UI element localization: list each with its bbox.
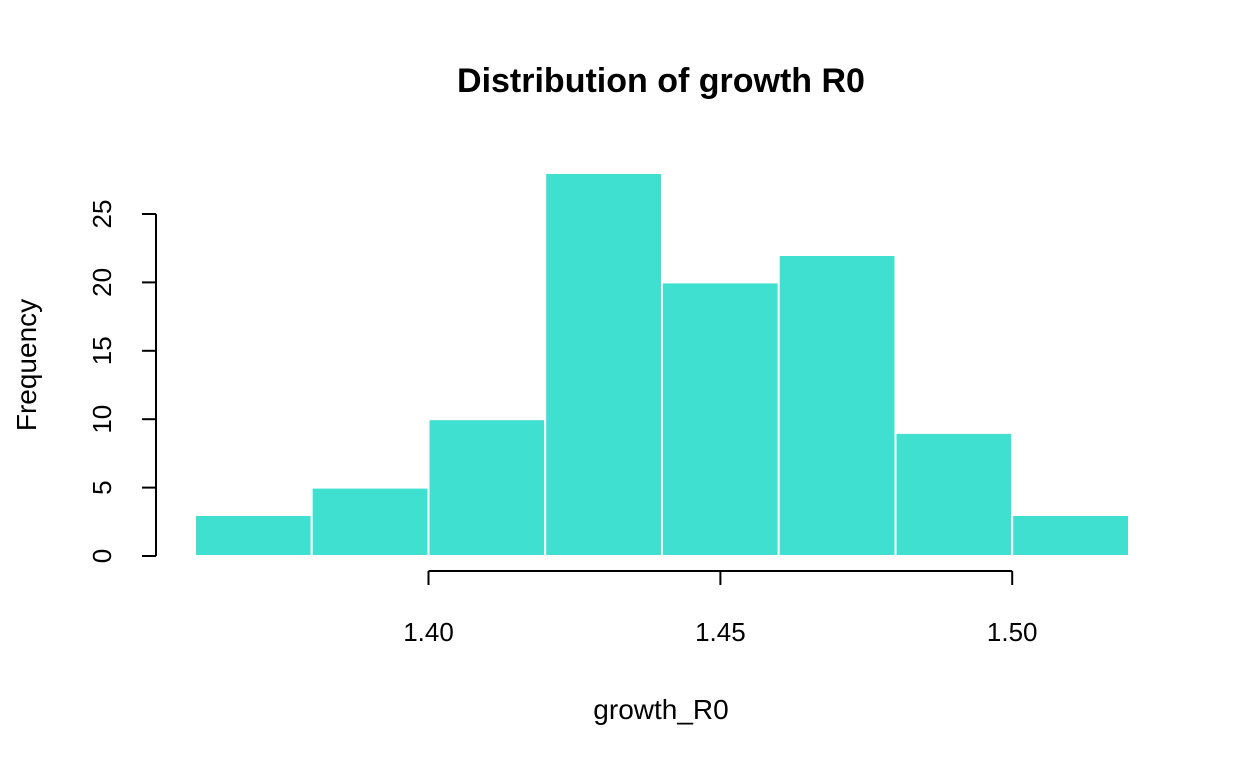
histogram-bar-4 [544, 172, 664, 557]
x-tick-label: 1.45 [695, 617, 746, 647]
histogram-bar-6 [777, 254, 897, 557]
histogram-bar-1 [194, 514, 313, 557]
x-axis-label: growth_R0 [593, 694, 728, 725]
histogram-bar-3 [427, 418, 547, 558]
y-axis-label: Frequency [11, 299, 42, 431]
y-tick-label: 20 [87, 268, 117, 297]
x-tick-label: 1.50 [987, 617, 1038, 647]
bars-group [194, 172, 1131, 558]
y-axis-ticks: 0 5 10 15 20 25 [87, 200, 156, 563]
y-tick-label: 15 [87, 336, 117, 365]
x-tick-label: 1.40 [403, 617, 454, 647]
histogram-bar-5 [661, 281, 780, 557]
histogram-bar-8 [1011, 514, 1131, 557]
histogram-bar-7 [894, 431, 1014, 557]
x-axis-ticks: 1.40 1.45 1.50 [403, 571, 1038, 647]
chart-title: Distribution of growth R0 [457, 62, 865, 100]
y-tick-label: 25 [87, 200, 117, 229]
y-tick-label: 10 [87, 405, 117, 434]
y-tick-label: 0 [87, 549, 117, 563]
y-tick-label: 5 [87, 480, 117, 494]
histogram-bar-2 [310, 486, 430, 558]
